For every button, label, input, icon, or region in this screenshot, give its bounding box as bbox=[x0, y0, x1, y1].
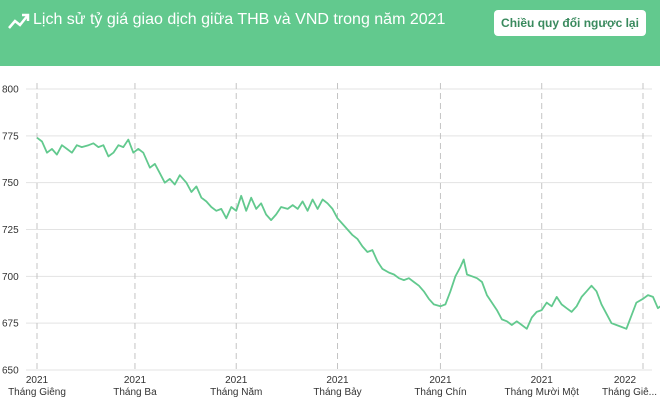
x-tick-year: 2021 bbox=[26, 375, 49, 386]
series-line bbox=[36, 136, 660, 330]
x-tick-month: Tháng Giê... bbox=[602, 387, 657, 398]
x-tick-year: 2021 bbox=[225, 375, 248, 386]
x-tick-month: Tháng Chín bbox=[414, 387, 466, 398]
x-tick-year: 2021 bbox=[124, 375, 147, 386]
trending-up-icon bbox=[8, 13, 30, 29]
y-tick-label: 775 bbox=[2, 131, 19, 142]
x-tick-year: 2021 bbox=[429, 375, 452, 386]
x-tick-month: Tháng Giêng bbox=[8, 387, 66, 398]
x-tick-month: Tháng Năm bbox=[210, 387, 262, 398]
y-tick-label: 800 bbox=[2, 85, 19, 96]
x-tick-year: 2022 bbox=[614, 375, 637, 386]
x-tick-year: 2021 bbox=[531, 375, 554, 386]
reverse-direction-button[interactable]: Chiều quy đổi ngược lại bbox=[494, 10, 646, 36]
y-tick-label: 675 bbox=[2, 319, 19, 330]
x-tick-month: Tháng Bảy bbox=[313, 387, 361, 398]
y-tick-label: 700 bbox=[2, 272, 19, 283]
y-gridlines bbox=[26, 88, 652, 371]
x-gridlines bbox=[36, 83, 644, 373]
x-tick-year: 2021 bbox=[326, 375, 349, 386]
page-title: Lịch sử tỷ giá giao dịch giữa THB và VND… bbox=[33, 11, 446, 28]
y-tick-label: 725 bbox=[2, 225, 19, 236]
y-axis-labels: 650 675 700 725 750 775 800 bbox=[2, 85, 19, 377]
x-tick-month: Tháng Ba bbox=[113, 387, 157, 398]
y-tick-label: 750 bbox=[2, 178, 19, 189]
y-tick-label: 650 bbox=[2, 366, 19, 377]
x-tick-month: Tháng Mười Một bbox=[505, 387, 580, 398]
chart-header: Lịch sử tỷ giá giao dịch giữa THB và VND… bbox=[0, 0, 660, 66]
